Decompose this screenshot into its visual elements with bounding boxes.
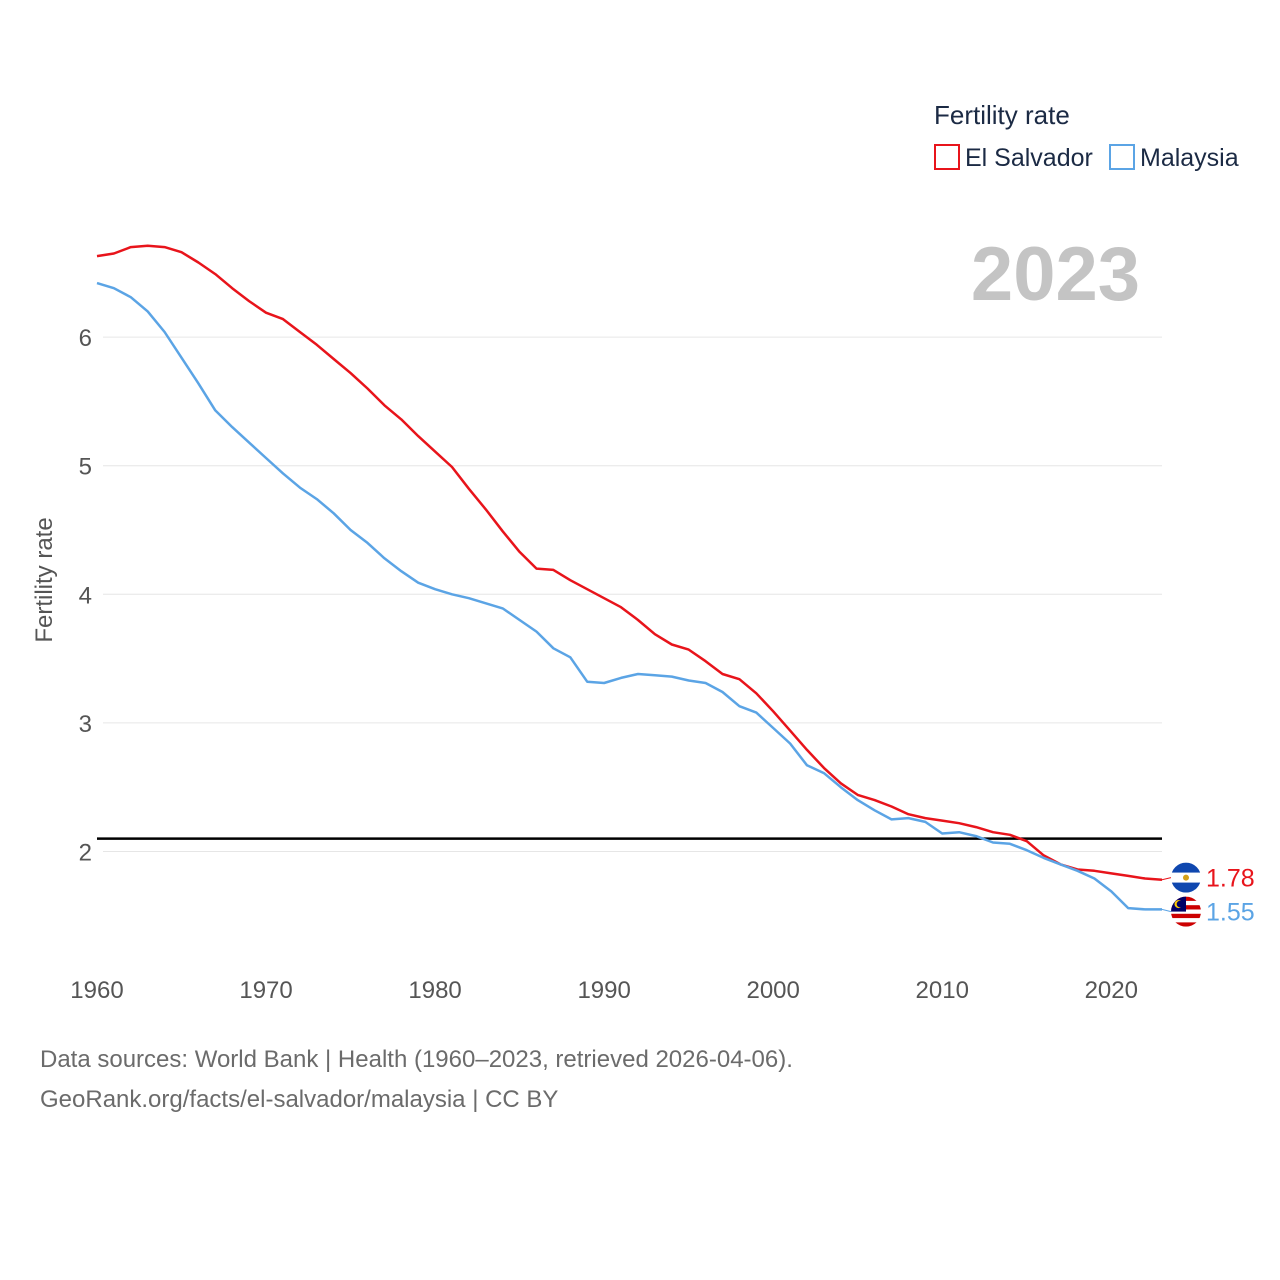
- y-axis-ticks: 2 3 4 5 6: [79, 325, 92, 866]
- legend: Fertility rate El Salvador Malaysia: [934, 100, 1239, 172]
- legend-label-el-salvador: El Salvador: [965, 144, 1093, 172]
- y-tick-label: 5: [79, 454, 92, 481]
- y-axis-title: Fertility rate: [31, 517, 58, 642]
- legend-title: Fertility rate: [934, 100, 1070, 130]
- y-tick-label: 4: [79, 582, 92, 609]
- legend-label-malaysia: Malaysia: [1140, 144, 1239, 172]
- year-label: 2023: [971, 232, 1140, 317]
- x-tick-label: 2010: [916, 977, 969, 1004]
- end-marker-el-salvador: 1.78: [1161, 862, 1255, 893]
- end-value-malaysia: 1.55: [1206, 899, 1255, 927]
- malaysia-flag: [1171, 896, 1201, 927]
- legend-swatch-el-salvador: [934, 144, 960, 170]
- series-line-malaysia[interactable]: [96, 281, 1162, 911]
- source-url-text[interactable]: GeoRank.org/facts/el-salvador/malaysia |…: [40, 1086, 559, 1113]
- data-source-text: Data sources: World Bank | Health (1960–…: [40, 1046, 793, 1073]
- legend-swatch-malaysia: [1109, 144, 1135, 170]
- x-tick-label: 1970: [239, 977, 292, 1004]
- x-tick-label: 2020: [1085, 977, 1138, 1004]
- x-axis-ticks: 1960 1970 1980 1990 2000 2010 2020: [70, 977, 1138, 1004]
- series-line-el-salvador[interactable]: [96, 244, 1163, 882]
- el-salvador-flag: [1171, 862, 1201, 893]
- legend-item-el-salvador[interactable]: El Salvador: [934, 144, 1093, 172]
- footer: Data sources: World Bank | Health (1960–…: [40, 1040, 793, 1120]
- x-tick-label: 1960: [70, 977, 123, 1004]
- x-tick-label: 2000: [746, 977, 799, 1004]
- y-tick-label: 2: [79, 840, 92, 867]
- connector-el-salvador: [1161, 877, 1172, 881]
- y-tick-label: 3: [79, 711, 92, 738]
- end-value-el-salvador: 1.78: [1206, 865, 1255, 893]
- x-tick-label: 1990: [577, 977, 630, 1004]
- connector-malaysia: [1161, 908, 1172, 913]
- y-tick-label: 6: [79, 325, 92, 352]
- gridlines: [103, 336, 1162, 852]
- legend-item-malaysia[interactable]: Malaysia: [1109, 144, 1239, 172]
- end-marker-malaysia: 1.55: [1161, 896, 1255, 927]
- x-tick-label: 1980: [408, 977, 461, 1004]
